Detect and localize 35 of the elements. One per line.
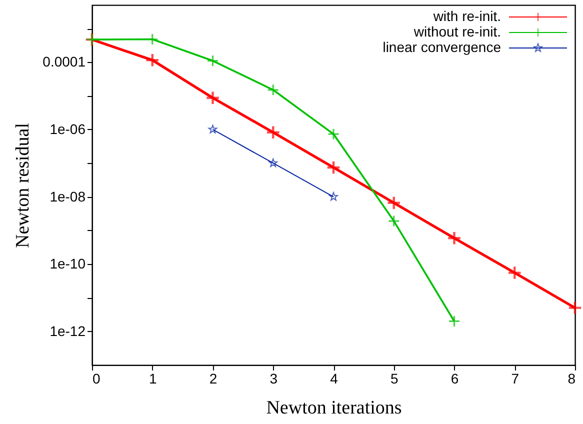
point [568, 300, 582, 316]
point [208, 124, 218, 134]
x-tick-label: 0 [92, 370, 100, 386]
x-tick-label: 3 [270, 370, 278, 386]
point [329, 192, 338, 201]
point [388, 214, 400, 228]
y-axis-title: Newton residual [12, 122, 34, 248]
point [145, 52, 160, 68]
x-tick-label: 7 [511, 370, 520, 386]
x-tick-label: 2 [209, 370, 218, 386]
x-tick-label: 8 [568, 370, 576, 386]
point [267, 84, 280, 96]
point [448, 315, 460, 328]
y-tick-label: 1e-06 [50, 120, 86, 137]
y-tick-label: 1e-08 [50, 188, 86, 204]
y-tick-label: 1e-12 [50, 322, 86, 339]
point [206, 54, 219, 67]
point [206, 90, 220, 106]
point [326, 160, 341, 175]
point [447, 230, 462, 246]
x-tick-label: 6 [450, 370, 459, 386]
legend-label: linear convergence [382, 39, 502, 55]
x-tick-label: 1 [148, 370, 157, 386]
legend-label: with re-init. [432, 8, 501, 24]
point [386, 196, 402, 210]
x-tick-label: 4 [330, 370, 338, 386]
x-axis-title: Newton iterations [266, 398, 402, 418]
point [327, 128, 340, 140]
legend-label: without re-init. [412, 24, 501, 40]
y-tick-label: 1e-10 [50, 256, 86, 272]
point [266, 125, 280, 140]
point [268, 158, 278, 167]
x-tick-label: 5 [390, 370, 398, 386]
point [507, 266, 522, 280]
y-tick-label: 0.0001 [42, 54, 86, 70]
